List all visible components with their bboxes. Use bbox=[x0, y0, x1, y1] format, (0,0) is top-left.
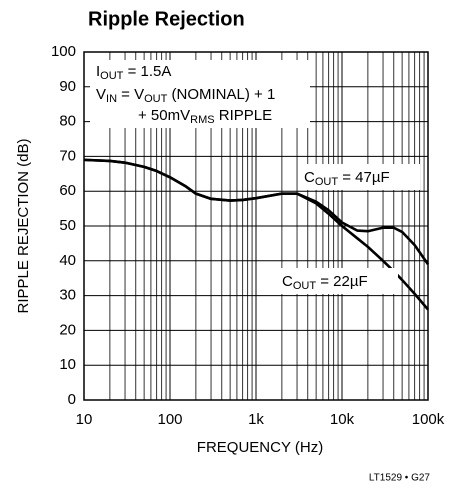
annotation: IOUT = 1.5A bbox=[96, 63, 171, 82]
y-axis-label: RIPPLE REJECTION (dB) bbox=[15, 138, 32, 313]
text-part: + 50mV bbox=[138, 107, 190, 124]
x-axis-label: FREQUENCY (Hz) bbox=[197, 439, 323, 456]
subscript: OUT bbox=[293, 280, 317, 292]
text-part: C bbox=[282, 273, 293, 290]
y-tick-label: 90 bbox=[59, 78, 76, 95]
subscript: RMS bbox=[190, 114, 214, 126]
text-part: RIPPLE bbox=[215, 107, 273, 124]
y-tick-label: 30 bbox=[59, 287, 76, 304]
annotation: VIN = VOUT (NOMINAL) + 1 bbox=[96, 86, 275, 105]
text-part: = V bbox=[117, 86, 144, 103]
x-tick-label: 10 bbox=[76, 411, 93, 428]
y-tick-label: 10 bbox=[59, 356, 76, 373]
footnote: LT1529 • G27 bbox=[369, 473, 431, 484]
x-tick-label: 100 bbox=[157, 411, 182, 428]
chart-title: Ripple Rejection bbox=[88, 8, 245, 30]
subscript: OUT bbox=[315, 176, 339, 188]
data-line bbox=[83, 158, 429, 311]
text-part: = 22µF bbox=[316, 273, 368, 290]
y-tick-label: 80 bbox=[59, 113, 76, 130]
text-part: C bbox=[304, 169, 315, 186]
y-tick-label: 70 bbox=[59, 147, 76, 164]
plot-frame bbox=[83, 51, 429, 401]
text-part: I bbox=[96, 63, 100, 80]
annotation-backdrop bbox=[90, 60, 310, 128]
y-tick-label: 40 bbox=[59, 252, 76, 269]
text-part: (NOMINAL) + 1 bbox=[167, 86, 275, 103]
y-tick-label: 60 bbox=[59, 182, 76, 199]
subscript: OUT bbox=[144, 93, 168, 105]
x-tick-label: 10k bbox=[330, 411, 355, 428]
x-tick-label: 100k bbox=[412, 411, 445, 428]
y-tick-label: 20 bbox=[59, 321, 76, 338]
subscript: OUT bbox=[100, 70, 124, 82]
y-tick-label: 50 bbox=[59, 217, 76, 234]
series-label: COUT = 22µF bbox=[282, 273, 368, 292]
series-label-backdrop bbox=[300, 164, 420, 190]
text-part: V bbox=[96, 86, 106, 103]
subscript: IN bbox=[106, 93, 117, 105]
y-tick-label: 0 bbox=[68, 391, 76, 408]
text-part: = 47µF bbox=[338, 169, 390, 186]
text-part: = 1.5A bbox=[123, 63, 171, 80]
y-tick-label: 100 bbox=[51, 43, 76, 60]
annotation: + 50mVRMS RIPPLE bbox=[138, 107, 272, 126]
x-tick-label: 1k bbox=[248, 411, 264, 428]
series-label-backdrop bbox=[278, 268, 398, 294]
series-label: COUT = 47µF bbox=[304, 169, 390, 188]
